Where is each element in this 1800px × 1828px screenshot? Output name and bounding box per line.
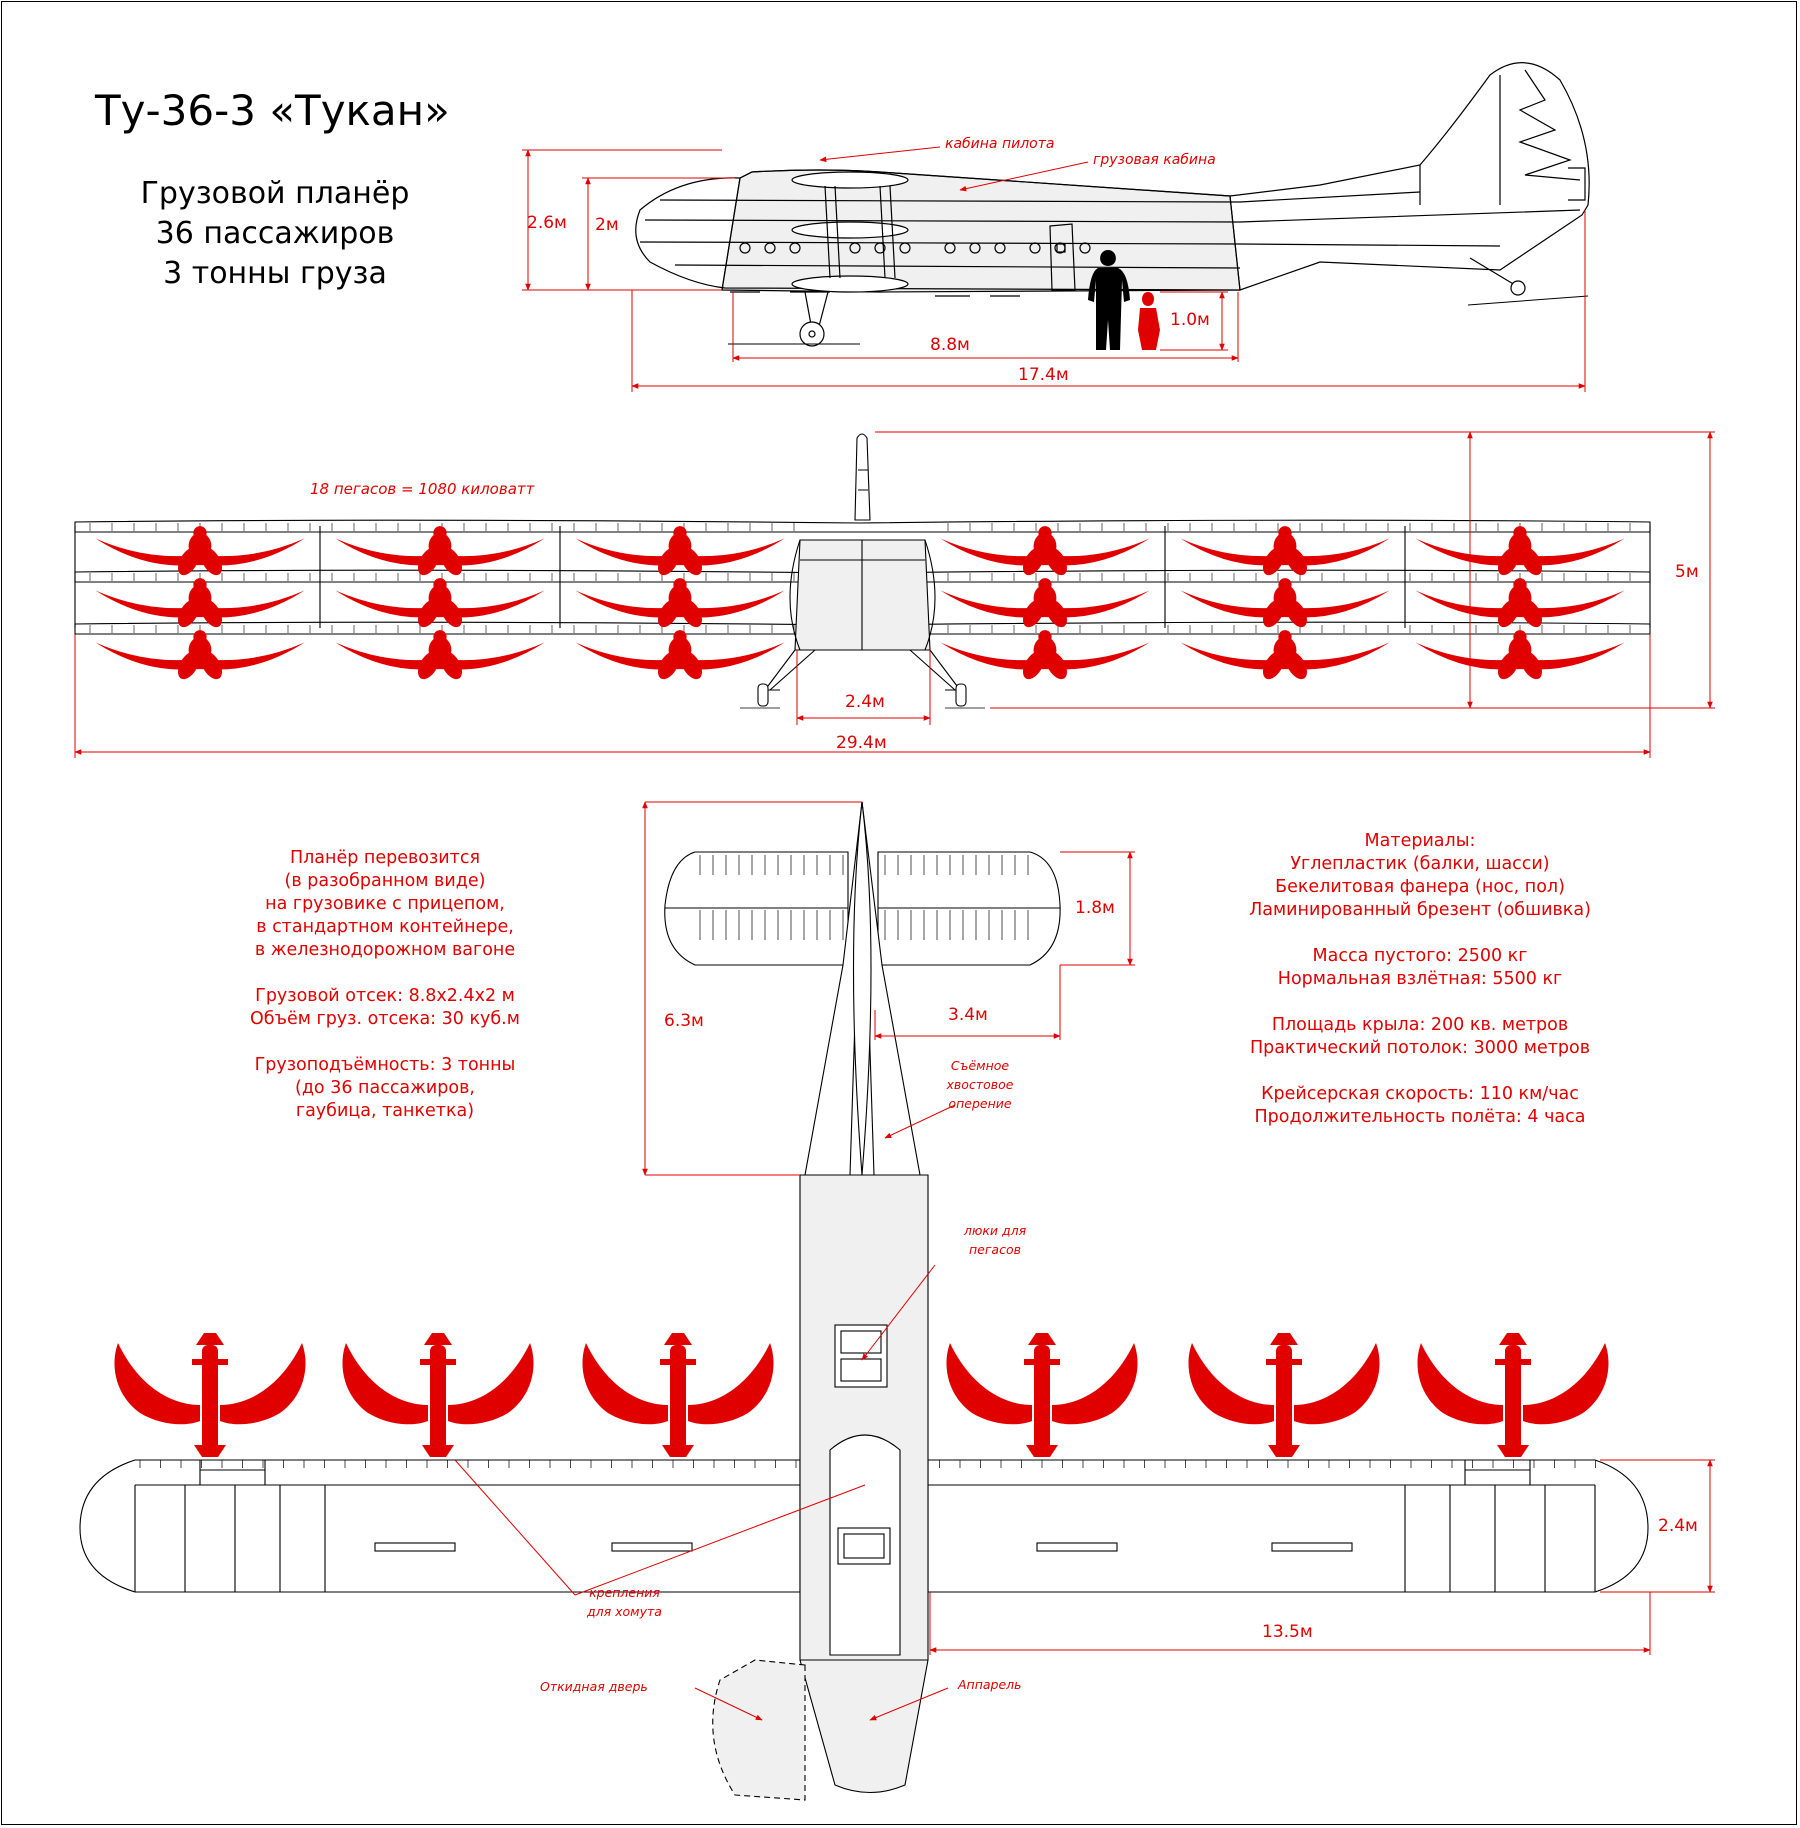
pegasus-top: [582, 1333, 774, 1457]
block-line: на грузовике с прицепом,: [265, 894, 505, 914]
ramp-label: Аппарель: [958, 1677, 1022, 1692]
block-line: Грузоподъёмность: 3 тонны: [254, 1055, 516, 1075]
note-line: пегасов: [969, 1242, 1021, 1257]
pegasus-front: [95, 630, 305, 683]
transport-block: Планёр перевозится (в разобранном виде) на…: [220, 847, 550, 1123]
folding-door: [712, 1659, 806, 1801]
block-line: (до 36 пассажиров,: [295, 1078, 475, 1098]
block-line: (в разобранном виде): [284, 871, 486, 891]
block-line: в стандартном контейнере,: [256, 917, 514, 937]
block-line: Площадь крыла: 200 кв. метров: [1271, 1015, 1569, 1035]
pegasus-top: [1188, 1333, 1380, 1457]
block-line: Объём груз. отсека: 30 куб.м: [250, 1009, 520, 1029]
block-line: Практический потолок: 3000 метров: [1249, 1038, 1591, 1058]
pegasus-top: [342, 1333, 534, 1457]
front-dims: [74, 431, 1715, 758]
block-line: Грузовой отсек: 8.8х2.4х2 м: [255, 986, 515, 1006]
note-line: крепления: [589, 1585, 660, 1600]
pegasus-top: [946, 1333, 1138, 1457]
block-line: [1210, 1060, 1630, 1083]
removable-tail-label: Съёмное хвостовое оперение: [940, 1056, 1020, 1113]
note-line: хвостовое: [946, 1077, 1014, 1092]
cargo-cabin-label: грузовая кабина: [1093, 152, 1216, 168]
top-dims: [454, 801, 1715, 1721]
specs-block: Материалы: Углепластик (балки, шасси) Беке…: [1210, 830, 1630, 1129]
dim-tail-length: 6.3м: [664, 1011, 704, 1031]
page-title: Ту-36-3 «Тукан»: [95, 86, 450, 135]
pegasus-front: [1180, 630, 1390, 683]
block-line: Планёр перевозится: [289, 848, 481, 868]
block-line: [1210, 991, 1630, 1014]
block-line: [220, 1031, 550, 1054]
dim-fuselage-width: 2.4м: [845, 692, 885, 712]
top-ribs: [139, 1460, 1596, 1468]
mounts-label: крепления для хомута: [572, 1583, 677, 1621]
dim-height: 5м: [1675, 562, 1699, 582]
note-line: люки для: [963, 1223, 1027, 1238]
hatches-label: люки для пегасов: [955, 1221, 1035, 1259]
front-view: [74, 433, 1651, 709]
dim-wing-chord: 2.4м: [1658, 1516, 1698, 1536]
pegasus-front: [1415, 630, 1625, 683]
block-line: Материалы:: [1364, 831, 1476, 851]
subtitle-line: 36 пассажиров: [155, 216, 395, 251]
tail-ribs: [699, 855, 1029, 940]
dim-tail-chord: 1.8м: [1075, 898, 1115, 918]
block-line: [220, 962, 550, 985]
dim-span: 29.4м: [836, 733, 887, 753]
block-line: гаубица, танкетка): [295, 1101, 475, 1121]
dim-height-cabin: 2м: [595, 215, 619, 235]
dim-height-total: 2.6м: [527, 213, 567, 233]
cockpit-label: кабина пилота: [945, 136, 1055, 152]
block-line: Продолжительность полёта: 4 часа: [1254, 1107, 1586, 1127]
pegasus-front: [575, 630, 785, 683]
block-line: Нормальная взлётная: 5500 кг: [1277, 969, 1563, 989]
top-view: [79, 801, 1649, 1793]
block-line: [1210, 922, 1630, 945]
block-line: Масса пустого: 2500 кг: [1312, 946, 1528, 966]
dim-wing-half-span: 13.5м: [1262, 1622, 1313, 1642]
block-line: Крейсерская скорость: 110 км/час: [1261, 1084, 1579, 1104]
pegasus-front: [335, 630, 545, 683]
pegasus-top: [1417, 1333, 1609, 1457]
dim-length: 17.4м: [1018, 365, 1069, 385]
power-note: 18 пегасов = 1080 киловатт: [310, 480, 535, 498]
note-line: для хомута: [587, 1604, 662, 1619]
side-view: [635, 62, 1590, 350]
note-line: оперение: [948, 1096, 1012, 1111]
note-line: Съёмное: [950, 1058, 1010, 1073]
dim-tail-half-span: 3.4м: [948, 1005, 988, 1025]
block-line: Ламинированный брезент (обшивка): [1249, 900, 1591, 920]
subtitle-line: 3 тонны груза: [163, 256, 387, 291]
dim-cabin-length: 8.8м: [930, 335, 970, 355]
side-dims: [522, 146, 1586, 392]
subtitle-line: Грузовой планёр: [140, 176, 410, 211]
block-line: в железнодорожном вагоне: [254, 940, 516, 960]
pegasus-front: [940, 630, 1150, 683]
door-label: Откидная дверь: [540, 1679, 648, 1694]
pegasus-top: [114, 1333, 306, 1457]
block-line: Бекелитовая фанера (нос, пол): [1275, 877, 1565, 897]
dim-person: 1.0м: [1170, 310, 1210, 330]
block-line: Углепластик (балки, шасси): [1290, 854, 1550, 874]
subtitle: Грузовой планёр 36 пассажиров 3 тонны гр…: [100, 174, 450, 294]
